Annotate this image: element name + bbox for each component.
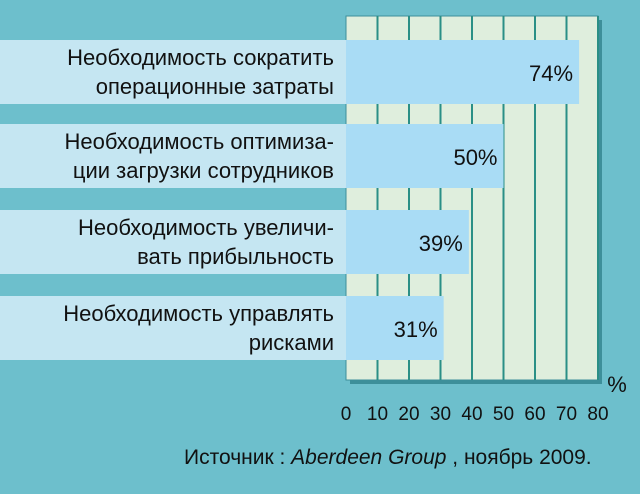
x-tick-label: 60	[524, 404, 545, 425]
category-label: Необходимость управлять	[63, 301, 334, 326]
source-suffix: , ноябрь 2009.	[446, 446, 592, 469]
bar	[346, 210, 469, 274]
category-label: операционные затраты	[96, 74, 334, 99]
value-label: 74%	[529, 61, 573, 86]
value-label: 39%	[419, 231, 463, 256]
category-label: рисками	[249, 330, 334, 355]
category-band	[0, 296, 346, 360]
x-tick-label: 30	[430, 404, 451, 425]
source-name: Aberdeen Group	[291, 446, 447, 469]
x-tick-label: 40	[461, 404, 482, 425]
source-prefix: Источник :	[184, 446, 292, 469]
category-band	[0, 210, 346, 274]
value-label: 50%	[453, 145, 497, 170]
x-tick-label: 50	[493, 404, 514, 425]
category-label: Необходимость сократить	[67, 45, 334, 70]
x-tick-label: 20	[398, 404, 419, 425]
category-band	[0, 40, 346, 104]
category-label: Необходимость увеличи-	[78, 215, 334, 240]
source-note: Источник : Aberdeen Group , ноябрь 2009.	[184, 446, 624, 470]
value-label: 31%	[394, 317, 438, 342]
category-label: ции загрузки сотрудников	[73, 158, 334, 183]
x-tick-label: 80	[587, 404, 608, 425]
x-tick-label: 70	[556, 404, 577, 425]
x-tick-label: 0	[341, 404, 352, 425]
unit-label: %	[607, 372, 627, 397]
bar	[346, 40, 580, 104]
category-band	[0, 124, 346, 188]
x-tick-label: 10	[367, 404, 388, 425]
bar	[346, 124, 504, 188]
category-label: Необходимость оптимиза-	[65, 129, 334, 154]
category-label: вать прибыльность	[137, 244, 334, 269]
bar	[346, 296, 444, 360]
